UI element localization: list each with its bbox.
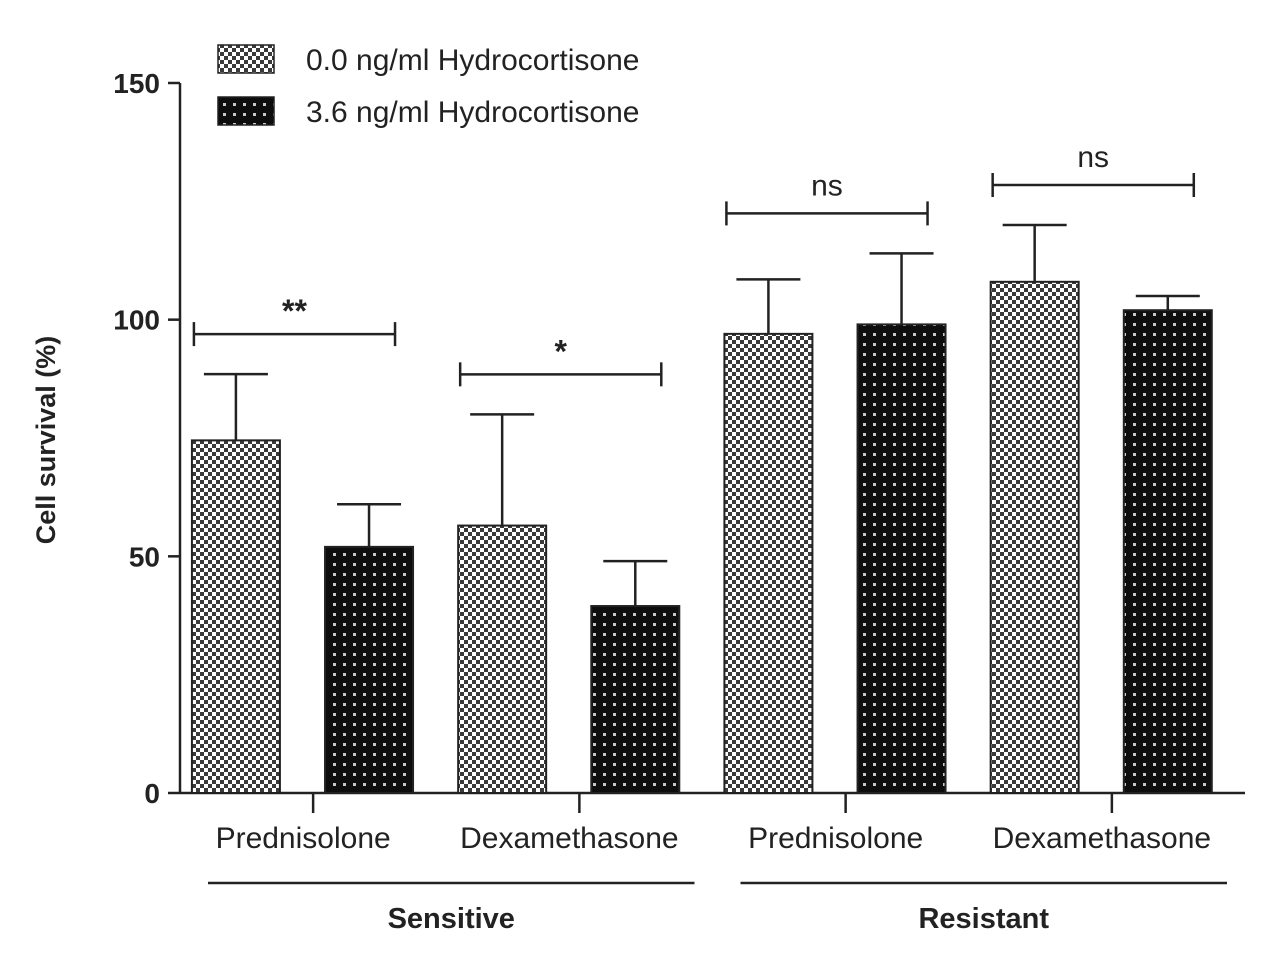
x-tick-label: Dexamethasone xyxy=(460,822,678,855)
plot-area: 0 50 100 150 Prednisolone ** Dexamethasone * Pre… xyxy=(113,68,1245,935)
x-tick-label: Prednisolone xyxy=(216,822,391,855)
bar xyxy=(989,280,1080,794)
x-tick-label: Prednisolone xyxy=(748,822,923,855)
legend: 0.0 ng/ml Hydrocortisone 3.6 ng/ml Hydroc… xyxy=(217,44,640,129)
y-axis-title: Cell survival (%) xyxy=(31,336,61,545)
bar xyxy=(457,524,548,794)
y-tick-label: 50 xyxy=(129,541,160,572)
y-tick-label: 0 xyxy=(144,778,160,809)
group-label: Sensitive xyxy=(388,903,515,935)
significance-label: * xyxy=(554,333,567,369)
y-tick-label: 100 xyxy=(113,305,160,336)
bar xyxy=(590,605,681,794)
bar xyxy=(324,545,415,794)
group-label: Resistant xyxy=(918,903,1049,935)
bar xyxy=(1122,309,1213,794)
legend-label: 0.0 ng/ml Hydrocortisone xyxy=(306,44,640,77)
bar xyxy=(856,323,947,794)
legend-swatch xyxy=(217,96,275,126)
significance-label: ns xyxy=(1077,141,1109,174)
significance-label: ns xyxy=(811,169,843,202)
legend-label: 3.6 ng/ml Hydrocortisone xyxy=(306,96,640,129)
bar xyxy=(723,332,814,794)
y-tick-label: 150 xyxy=(113,68,160,99)
x-tick-label: Dexamethasone xyxy=(993,822,1211,855)
bar xyxy=(190,439,281,794)
significance-label: ** xyxy=(282,293,307,329)
legend-swatch xyxy=(217,44,275,74)
